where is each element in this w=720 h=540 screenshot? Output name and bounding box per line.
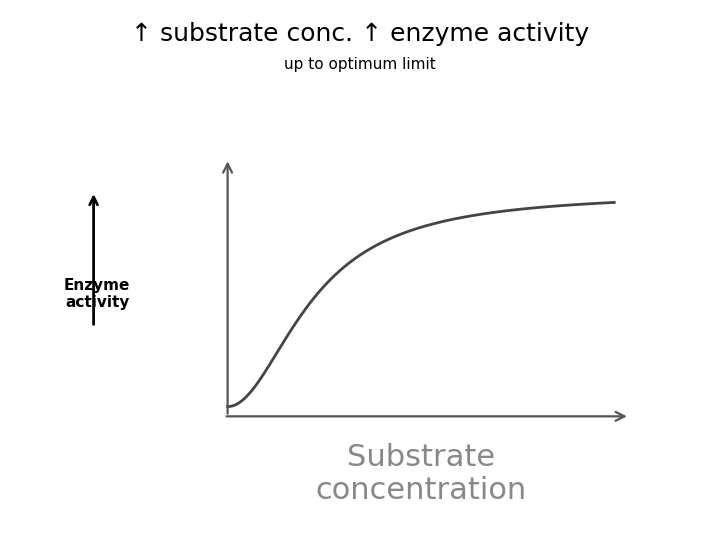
Text: ↑ substrate conc. ↑ enzyme activity: ↑ substrate conc. ↑ enzyme activity (131, 22, 589, 45)
Text: Substrate
concentration: Substrate concentration (315, 443, 527, 505)
Text: Enzyme
activity: Enzyme activity (64, 278, 130, 310)
Text: up to optimum limit: up to optimum limit (284, 57, 436, 72)
